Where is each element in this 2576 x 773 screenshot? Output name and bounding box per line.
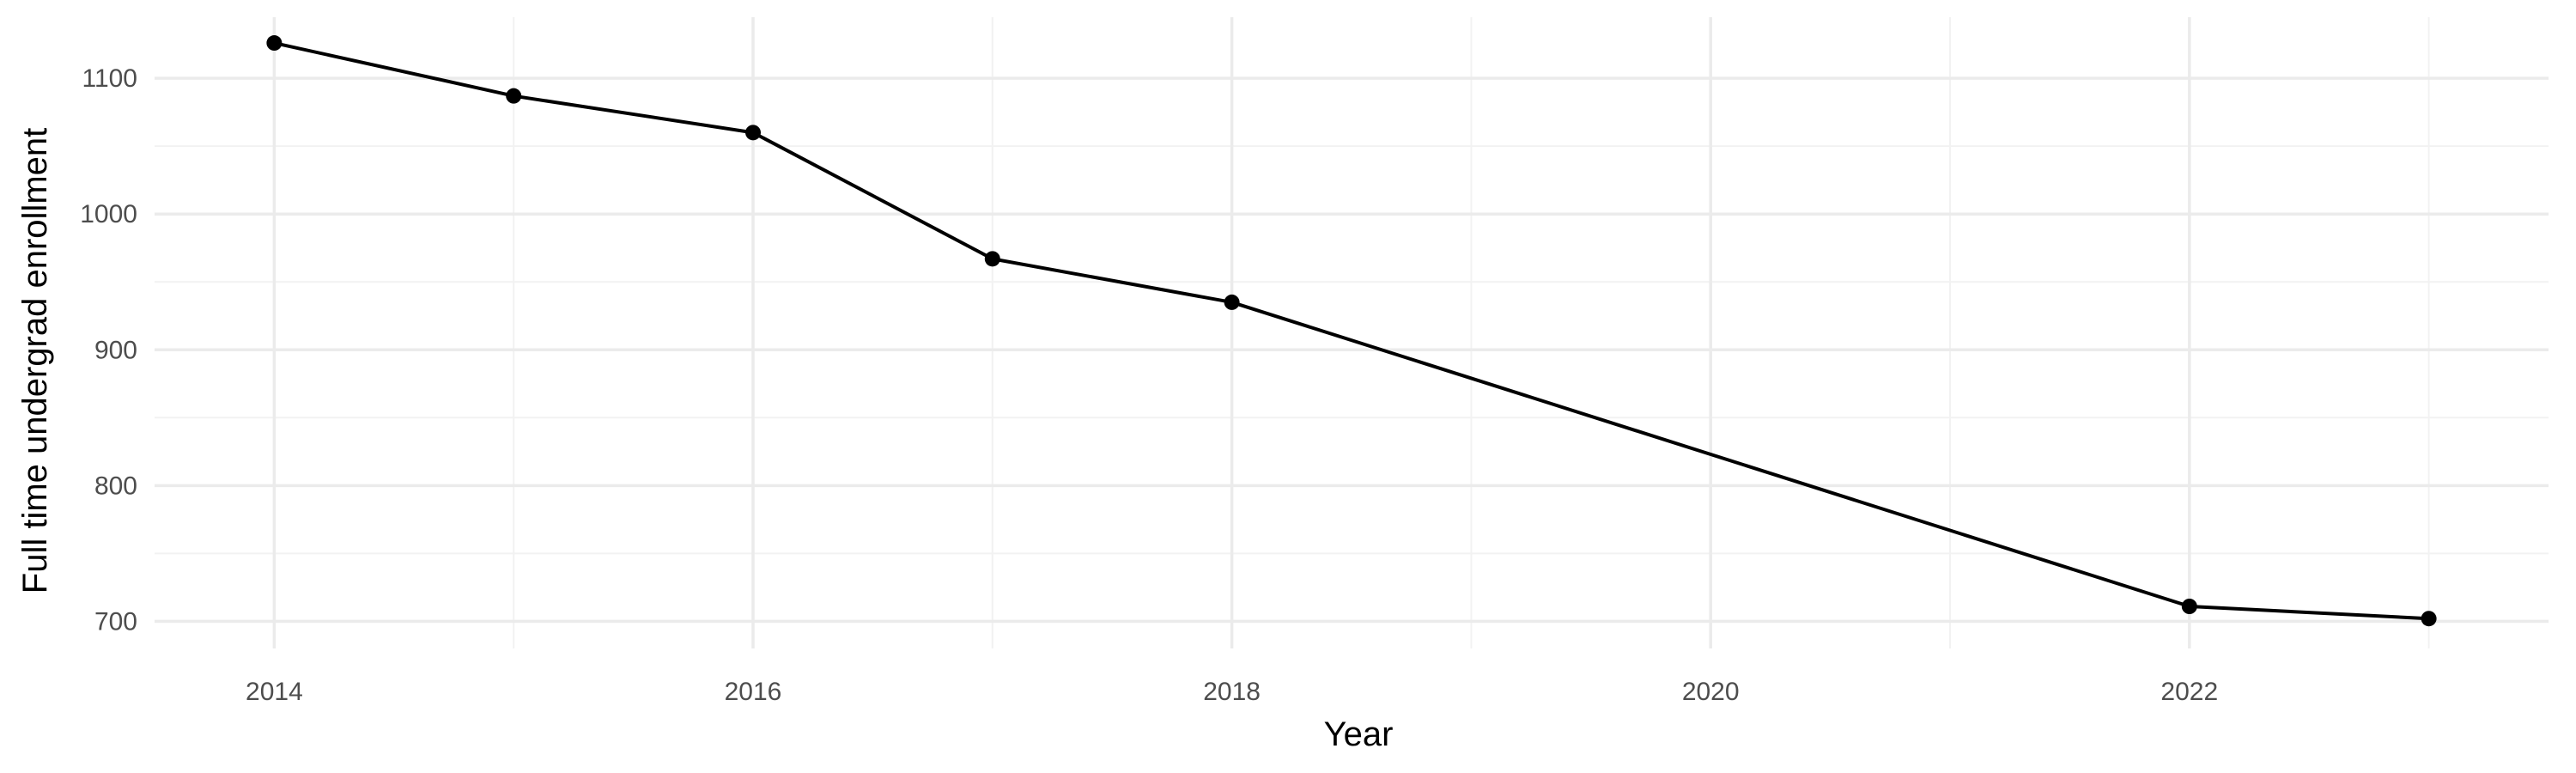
y-axis-tick-labels: 700 800 900 1000 1100 [80,64,137,636]
major-gridlines [155,17,2549,648]
series-enrollment [266,35,2437,627]
x-tick-label: 2020 [1682,678,1740,706]
x-axis-tick-labels: 2014 2016 2018 2020 2022 [246,678,2218,706]
y-axis-title: Full time undergrad enrollment [16,128,54,593]
x-tick-label: 2014 [246,678,303,706]
y-tick-label: 1100 [82,64,137,93]
data-point [2181,599,2197,614]
x-tick-label: 2018 [1203,678,1261,706]
data-point [2421,611,2437,627]
y-tick-label: 700 [94,607,137,636]
x-tick-label: 2022 [2160,678,2218,706]
data-point [506,88,522,104]
data-point [266,35,283,52]
y-tick-label: 900 [94,336,137,364]
data-point [984,251,1000,267]
y-tick-label: 1000 [80,200,137,228]
x-tick-label: 2016 [725,678,782,706]
x-axis-title: Year [1324,715,1394,753]
series-line [273,41,2429,621]
data-point [1224,294,1240,310]
data-point [745,125,761,141]
y-tick-label: 800 [94,472,137,500]
minor-gridlines [155,17,2549,648]
